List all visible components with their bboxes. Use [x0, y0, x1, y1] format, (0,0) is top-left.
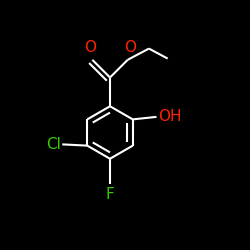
Text: OH: OH — [158, 110, 181, 124]
Text: Cl: Cl — [46, 137, 61, 152]
Text: O: O — [84, 40, 96, 55]
Text: F: F — [106, 187, 114, 202]
Text: O: O — [124, 40, 136, 55]
